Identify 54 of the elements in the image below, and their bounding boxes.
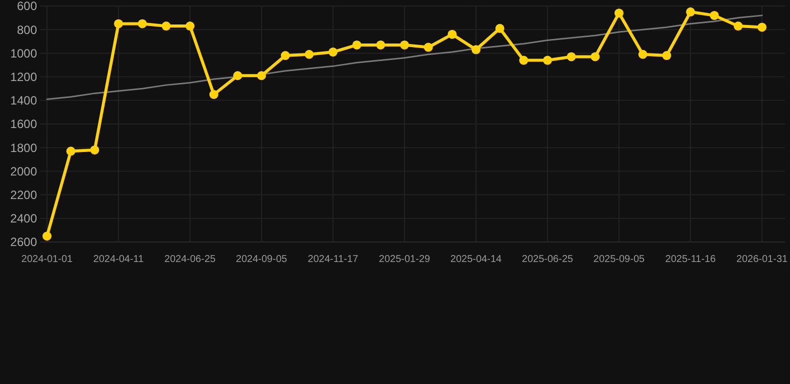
line-series bbox=[46, 14, 763, 100]
point bbox=[304, 50, 314, 59]
x-tick-label: 2024-04-11 bbox=[93, 254, 144, 265]
y-tick-label: 1800 bbox=[10, 140, 38, 155]
x-tick-label: 2025-09-05 bbox=[593, 254, 646, 265]
y-tick-label: 1000 bbox=[10, 46, 38, 60]
x-tick-label: 2025-01-29 bbox=[378, 254, 431, 265]
x-tick-label: 2024-01-01 bbox=[21, 254, 74, 265]
point bbox=[66, 146, 76, 156]
y-tick-label: 800 bbox=[16, 22, 38, 37]
point bbox=[114, 19, 123, 28]
point bbox=[376, 40, 386, 50]
point bbox=[638, 50, 648, 59]
y-tick-label: 2200 bbox=[10, 188, 38, 202]
x-tick-label: 2025-04-14 bbox=[450, 254, 502, 265]
point bbox=[710, 10, 719, 20]
x-tick-label: 2024-09-05 bbox=[236, 254, 288, 265]
y-tick-label: 1400 bbox=[10, 94, 38, 108]
y-tick-label: 2000 bbox=[10, 164, 38, 178]
point bbox=[424, 42, 433, 52]
x-tick-label: 2024-11-17 bbox=[308, 254, 359, 265]
point bbox=[352, 40, 362, 50]
y-tick-label: 2600 bbox=[10, 235, 38, 250]
point bbox=[328, 48, 338, 57]
point bbox=[162, 22, 171, 31]
y-tick-label: 2400 bbox=[10, 212, 38, 226]
point bbox=[566, 52, 576, 62]
point bbox=[233, 71, 242, 80]
point bbox=[186, 22, 194, 31]
point bbox=[758, 22, 766, 32]
point bbox=[686, 7, 695, 16]
point bbox=[495, 24, 504, 33]
point bbox=[734, 22, 743, 31]
point bbox=[448, 30, 457, 39]
point bbox=[90, 145, 100, 154]
point bbox=[257, 71, 266, 80]
point bbox=[280, 51, 290, 60]
x-tick-label: 2025-06-25 bbox=[522, 254, 574, 265]
point bbox=[543, 56, 552, 65]
point bbox=[590, 52, 600, 62]
point bbox=[138, 19, 147, 28]
point bbox=[42, 232, 52, 241]
point bbox=[519, 56, 528, 65]
x-tick-label: 2025-11-16 bbox=[665, 254, 716, 265]
x-tick-label: 2026-01-31 bbox=[736, 254, 788, 265]
y-tick-label: 600 bbox=[16, 0, 38, 14]
point bbox=[209, 90, 218, 99]
point bbox=[614, 8, 624, 18]
x-tick-label: 2024-06-25 bbox=[164, 254, 216, 265]
point bbox=[400, 40, 409, 50]
point bbox=[662, 51, 672, 60]
y-tick-label: 1200 bbox=[10, 70, 38, 84]
y-tick-label: 1600 bbox=[10, 117, 38, 132]
point bbox=[472, 45, 480, 54]
